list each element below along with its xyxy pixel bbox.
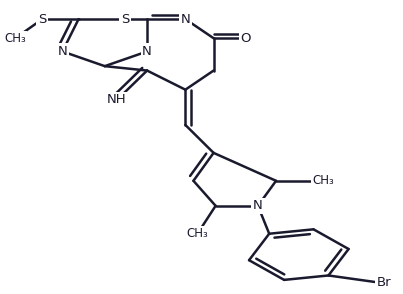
Text: S: S xyxy=(38,13,46,26)
Text: N: N xyxy=(181,13,190,26)
Text: CH₃: CH₃ xyxy=(4,32,26,45)
Text: O: O xyxy=(241,32,251,45)
Text: CH₃: CH₃ xyxy=(312,174,334,187)
Text: Br: Br xyxy=(377,276,391,289)
Text: CH₃: CH₃ xyxy=(187,227,208,240)
Text: S: S xyxy=(121,13,129,26)
Text: NH: NH xyxy=(107,93,127,106)
Text: N: N xyxy=(58,45,67,58)
Text: N: N xyxy=(142,45,152,58)
Text: N: N xyxy=(253,199,263,212)
